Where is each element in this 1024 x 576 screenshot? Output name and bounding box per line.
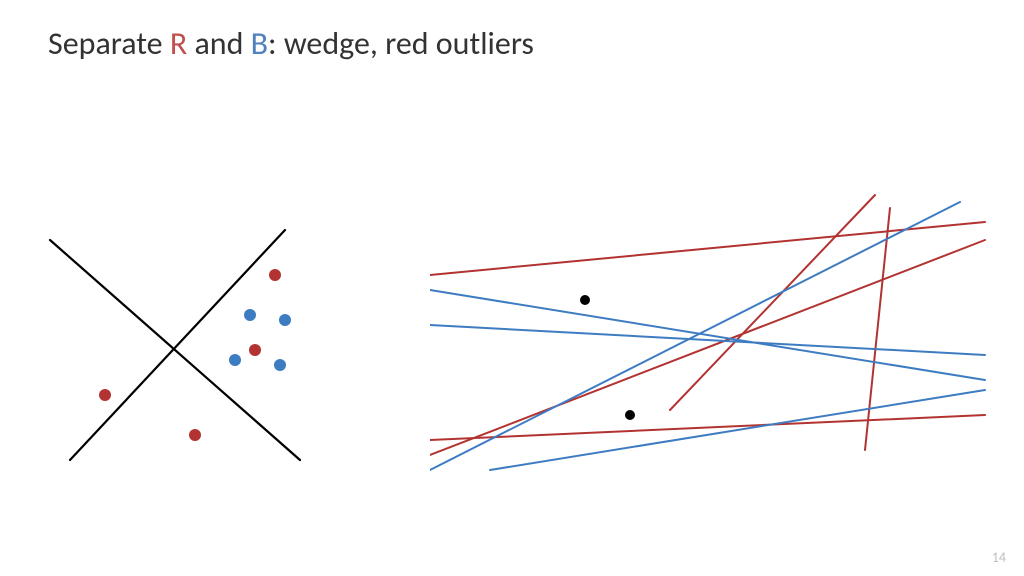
diagram-line [430,222,985,275]
page-number: 14 [992,549,1006,566]
title-b: B [251,24,268,63]
diagram-line [50,240,300,460]
diagram-line [430,202,960,470]
diagram-point [244,309,256,321]
diagram-point [274,359,286,371]
diagram-point [249,344,261,356]
slide-title: Separate R and B: wedge, red outliers [48,24,534,63]
diagram-line [670,195,875,410]
title-mid: and [187,24,250,63]
diagram-point [279,314,291,326]
title-r: R [170,24,187,63]
diagram-point [580,295,590,305]
diagram-line [430,290,985,380]
diagram-line [430,240,985,455]
right-diagram [430,190,990,490]
diagram-point [625,410,635,420]
diagram-point [229,354,241,366]
title-suffix: : wedge, red outliers [268,24,534,63]
left-diagram [40,220,360,480]
diagram-point [269,269,281,281]
diagram-point [99,389,111,401]
diagram-point [189,429,201,441]
title-prefix: Separate [48,24,170,63]
